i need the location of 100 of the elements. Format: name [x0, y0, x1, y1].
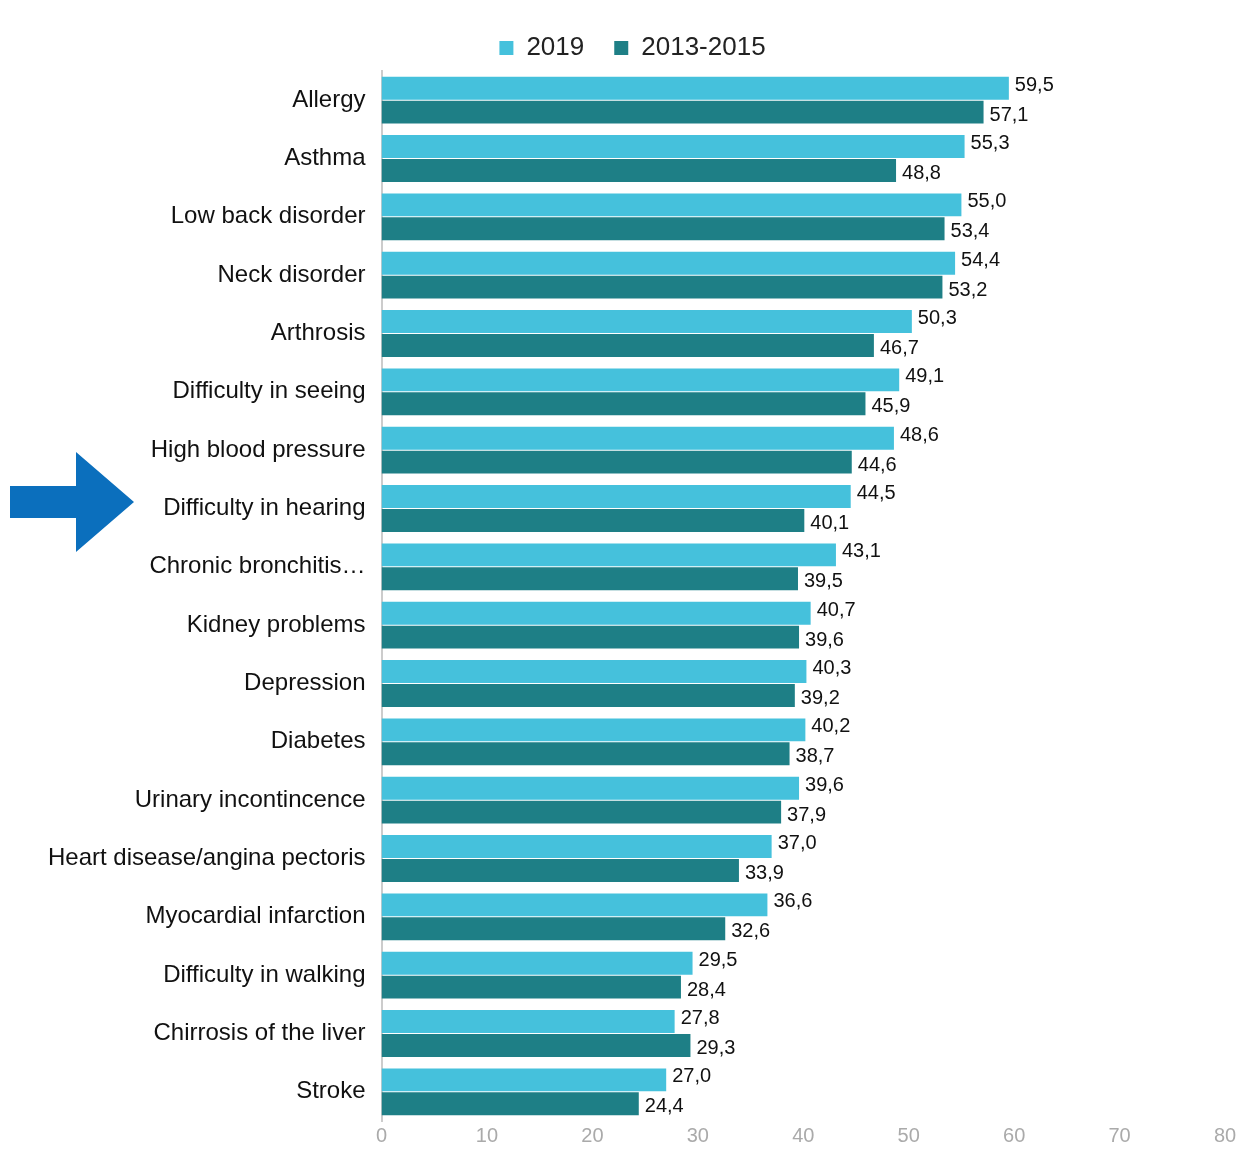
data-label: 55,3	[970, 131, 1010, 154]
data-label: 39,5	[803, 569, 843, 592]
bar	[381, 450, 852, 474]
data-label: 27,8	[680, 1006, 720, 1029]
data-label: 38,7	[795, 744, 835, 767]
bar	[381, 251, 956, 275]
data-label: 36,6	[773, 889, 813, 912]
data-label: 57,1	[989, 102, 1029, 125]
data-label: 44,6	[857, 452, 897, 475]
bar	[381, 1068, 667, 1092]
x-tick-label: 80	[1213, 1123, 1237, 1146]
x-tick-label: 20	[581, 1123, 604, 1146]
bar	[381, 310, 912, 334]
bar	[381, 893, 768, 917]
legend-label: 2013-2015	[641, 31, 766, 62]
data-label: 40,2	[811, 714, 851, 737]
y-tick-label: Difficulty in seeing	[172, 376, 366, 404]
data-label: 54,4	[961, 247, 1001, 270]
data-label: 59,5	[1014, 72, 1054, 95]
data-label: 33,9	[744, 860, 784, 883]
data-label: 55,0	[967, 189, 1007, 212]
x-tick-label: 70	[1108, 1123, 1131, 1146]
y-tick-label: Neck disorder	[217, 259, 366, 287]
data-label: 24,4	[644, 1094, 684, 1117]
data-label: 49,1	[905, 364, 945, 387]
x-tick-label: 0	[375, 1123, 388, 1146]
bar	[381, 660, 807, 684]
x-tick-label: 60	[1003, 1123, 1026, 1146]
bar	[381, 1033, 691, 1057]
x-tick-label: 50	[897, 1123, 920, 1146]
data-label: 39,6	[805, 627, 844, 650]
data-label: 53,4	[950, 219, 990, 242]
bar	[381, 392, 866, 416]
bar	[381, 275, 943, 299]
bar	[381, 835, 772, 859]
bar	[381, 742, 790, 766]
data-label: 45,9	[871, 394, 911, 417]
bar	[381, 1092, 639, 1116]
bar	[381, 601, 811, 625]
bar	[381, 368, 900, 392]
bar	[381, 1010, 675, 1034]
bar	[381, 800, 782, 824]
data-label: 39,2	[800, 685, 840, 708]
data-label: 50,3	[917, 306, 957, 329]
bar	[381, 426, 894, 450]
y-tick-label: Asthma	[284, 143, 367, 171]
bar	[381, 917, 726, 941]
y-tick-label: Myocardial infarction	[145, 901, 366, 929]
bar	[381, 217, 945, 241]
bar	[381, 567, 798, 591]
data-label: 40,3	[812, 656, 852, 679]
y-tick-label: Urinary incontincence	[134, 784, 366, 812]
bar	[381, 158, 897, 182]
data-label: 29,5	[698, 947, 738, 970]
y-tick-label: Arthrosis	[270, 318, 366, 346]
data-label: 48,6	[899, 422, 939, 445]
data-label: 28,4	[686, 977, 726, 1000]
data-label: 40,1	[810, 510, 850, 533]
data-label: 27,0	[672, 1064, 712, 1087]
y-tick-label: Chronic bronchitis…	[149, 551, 366, 579]
bar	[381, 76, 1009, 100]
bar	[381, 858, 739, 882]
bar	[381, 683, 795, 707]
data-label: 32,6	[731, 919, 771, 942]
x-tick-label: 10	[475, 1123, 499, 1146]
data-label: 46,7	[879, 335, 919, 358]
x-tick-label: 40	[792, 1123, 815, 1146]
y-tick-label: Depression	[244, 668, 366, 696]
data-label: 43,1	[841, 539, 881, 562]
bar	[381, 135, 965, 159]
y-tick-label: Chirrosis of the liver	[153, 1018, 366, 1046]
bar	[381, 193, 962, 217]
y-tick-label: Stroke	[296, 1076, 366, 1104]
y-tick-label: Difficulty in walking	[163, 959, 366, 987]
y-tick-label: Kidney problems	[186, 609, 366, 637]
bar	[381, 333, 874, 357]
data-label: 39,6	[805, 772, 844, 795]
y-tick-label: Difficulty in hearing	[163, 493, 366, 521]
bar	[381, 776, 800, 800]
data-label: 37,0	[777, 831, 817, 854]
bar	[381, 625, 800, 649]
bar	[381, 543, 836, 567]
bar	[381, 951, 693, 975]
data-label: 53,2	[948, 277, 988, 300]
data-label: 29,3	[696, 1035, 736, 1058]
bar	[381, 975, 681, 999]
y-tick-label: Low back disorder	[170, 201, 366, 229]
bar	[381, 718, 806, 742]
y-tick-label: High blood pressure	[150, 434, 366, 462]
bar	[381, 485, 851, 509]
data-label: 44,5	[856, 481, 896, 504]
y-tick-label: Allergy	[292, 84, 366, 112]
bar	[381, 508, 805, 532]
x-tick-label: 30	[686, 1123, 709, 1146]
data-label: 48,8	[902, 160, 941, 183]
y-tick-label: Diabetes	[270, 726, 366, 754]
data-label: 40,7	[816, 597, 856, 620]
y-tick-label: Heart disease/angina pectoris	[47, 843, 366, 871]
bar	[381, 100, 984, 124]
legend-label: 2019	[526, 31, 585, 62]
